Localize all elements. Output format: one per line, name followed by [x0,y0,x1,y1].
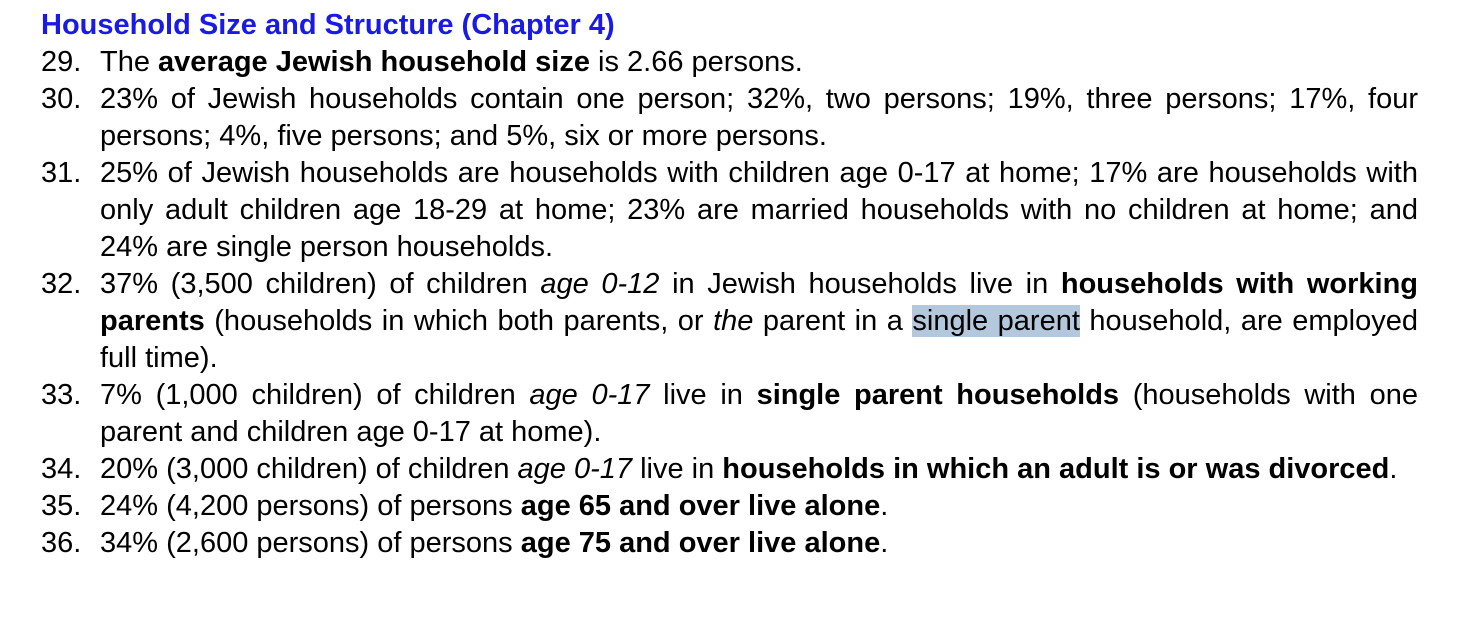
emphasis-bold-text: age 65 and over live alone [520,490,881,522]
finding-item: 30. 23% of Jewish households contain one … [41,81,1418,155]
finding-text: The [100,46,159,78]
emphasis-bold-text: single parent households [756,379,1120,411]
finding-number: 35. [41,490,82,522]
finding-text: is 2.66 persons. [589,46,803,78]
finding-number: 34. [41,453,82,485]
finding-text: 25% of Jewish households are households … [100,157,1418,263]
finding-text: 7% (1,000 children) of children [100,379,530,411]
finding-number: 36. [41,527,82,559]
finding-text: . [880,527,889,559]
finding-text: parent in a [753,305,913,337]
finding-number: 32. [41,268,82,300]
finding-item: 36. 34% (2,600 persons) of persons age 75… [41,525,1418,562]
emphasis-bold-text: households in which an adult is or was d… [722,453,1390,485]
finding-item: 34. 20% (3,000 children) of children age … [41,451,1418,488]
finding-item: 35. 24% (4,200 persons) of persons age 65… [41,488,1418,525]
finding-text: live in [649,379,757,411]
emphasis-italic-text: the [713,305,754,337]
section-heading: Household Size and Structure (Chapter 4) [41,9,615,41]
finding-text: (households in which both parents, or [204,305,714,337]
emphasis-italic-text: age 0-12 [540,268,660,300]
emphasis-italic-text: age 0-17 [529,379,650,411]
finding-number: 31. [41,157,82,189]
finding-text: 24% (4,200 persons) of persons [100,490,521,522]
finding-text: . [880,490,889,522]
finding-number: 30. [41,83,82,115]
finding-text: live in [632,453,723,485]
selected-text-highlight: single parent [912,305,1080,337]
finding-text: 23% of Jewish households contain one per… [100,83,1418,152]
emphasis-bold-text: average Jewish household size [158,46,590,78]
finding-text: 34% (2,600 persons) of persons [100,527,521,559]
finding-item: 31. 25% of Jewish households are househol… [41,155,1418,266]
findings-list: 29. The average Jewish household size is … [41,44,1418,562]
finding-number: 33. [41,379,82,411]
emphasis-italic-text: age 0-17 [517,453,633,485]
finding-text: in Jewish households live in [659,268,1061,300]
finding-text: 37% (3,500 children) of children [100,268,541,300]
finding-number: 29. [41,46,82,78]
finding-text: . [1389,453,1398,485]
finding-text: 20% (3,000 children) of children [100,453,518,485]
emphasis-bold-text: age 75 and over live alone [520,527,881,559]
finding-text: household, are employed full time). [100,305,1418,374]
finding-text: (households with one parent and children… [100,379,1418,448]
finding-item: 33. 7% (1,000 children) of children age 0… [41,377,1418,451]
finding-item: 29. The average Jewish household size is … [41,44,1418,81]
finding-item: 32. 37% (3,500 children) of children age … [41,266,1418,377]
emphasis-bold-text: households with working parents [100,268,1419,337]
